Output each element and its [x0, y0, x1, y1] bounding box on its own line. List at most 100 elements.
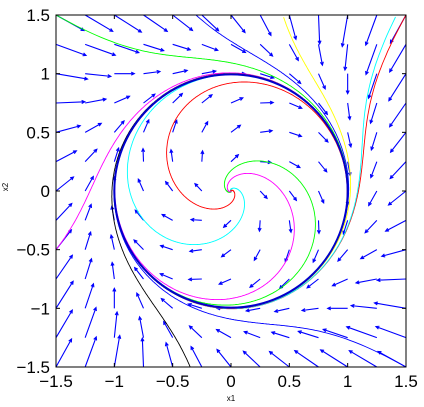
axis-ticks: −1.5 −1 −0.5 0 0.5 1 1.5 −1.5 −1 −0.5 0 0.5 1 1.5	[16, 6, 417, 391]
vector-arrow	[337, 249, 349, 262]
vector-arrow	[230, 153, 240, 163]
vector-arrow	[326, 306, 348, 311]
vector-arrow	[260, 100, 275, 105]
vector-arrow	[259, 43, 274, 57]
vector-arrow	[114, 95, 131, 104]
vector-arrow	[388, 102, 407, 128]
vector-arrow	[273, 307, 290, 313]
vector-arrow	[259, 14, 272, 37]
vector-arrow	[113, 334, 122, 368]
vector-arrow	[159, 244, 173, 251]
limit-cycle	[113, 73, 349, 309]
vector-arrow	[187, 277, 202, 282]
vector-arrow	[134, 209, 144, 221]
x-tick-label: −1.5	[39, 372, 73, 391]
vector-arrow	[260, 73, 275, 80]
vector-arrow	[380, 249, 407, 258]
vector-arrow	[137, 178, 145, 192]
vector-arrow	[343, 44, 349, 72]
vector-arrow	[374, 325, 407, 339]
vector-arrow	[249, 278, 261, 289]
vector-arrow	[368, 190, 378, 207]
vector-arrow	[389, 161, 407, 180]
vector-arrow	[55, 176, 75, 192]
vector-arrow	[278, 278, 290, 290]
vector-arrow	[141, 147, 146, 162]
vector-arrow	[143, 14, 169, 33]
vector-arrow	[187, 302, 202, 309]
vector-arrow	[365, 44, 378, 76]
vector-arrow	[289, 102, 303, 110]
vector-arrow	[317, 44, 324, 67]
vector-arrow	[114, 71, 136, 76]
vector-arrow	[172, 119, 178, 133]
trajectory	[113, 73, 407, 368]
vector-arrow	[143, 69, 162, 75]
vector-arrow	[84, 282, 95, 309]
vector-arrow	[159, 272, 173, 280]
vector-arrow	[369, 161, 378, 179]
y-tick-label: 1	[41, 65, 50, 84]
vector-arrow	[388, 73, 407, 102]
vector-arrow	[190, 345, 203, 368]
vector-arrow	[230, 43, 247, 54]
vector-arrow	[216, 348, 232, 368]
vector-arrow	[288, 14, 298, 41]
vector-arrow	[318, 161, 328, 173]
vector-arrow	[84, 257, 93, 280]
vector-arrow	[160, 213, 173, 221]
vector-arrow	[364, 219, 378, 234]
vector-arrow	[194, 182, 203, 192]
vector-arrow	[215, 328, 232, 339]
vector-arrow	[316, 220, 321, 235]
vector-arrow	[370, 132, 378, 152]
vector-arrow	[84, 335, 98, 368]
y-tick-label: 0.5	[26, 123, 50, 142]
vector-arrow	[306, 278, 319, 289]
vector-arrow	[172, 92, 184, 104]
vector-arrow	[55, 43, 88, 57]
vector-arrow	[114, 14, 143, 33]
vector-arrow	[138, 315, 145, 338]
trajectory	[113, 16, 396, 310]
vector-arrow	[113, 310, 119, 338]
vector-arrow	[354, 278, 377, 285]
vector-arrow	[289, 161, 302, 169]
vector-arrow	[318, 102, 329, 116]
vector-arrow	[345, 73, 350, 95]
vector-arrow	[55, 202, 73, 221]
vector-arrow	[55, 337, 73, 368]
vector-arrow	[110, 261, 115, 280]
y-tick-label: −0.5	[16, 241, 50, 260]
vector-arrow	[268, 350, 290, 368]
vector-arrow	[84, 14, 114, 32]
vector-arrow	[253, 249, 261, 262]
vector-arrow	[84, 230, 92, 250]
vector-arrow	[169, 148, 174, 162]
vector-arrow	[189, 217, 202, 222]
vector-arrow	[85, 97, 108, 104]
vector-arrow	[220, 249, 232, 258]
vector-arrow	[201, 69, 218, 75]
vector-arrow	[84, 122, 103, 133]
vector-arrow	[172, 14, 194, 32]
vector-arrow	[322, 328, 348, 339]
x-tick-label: −1	[105, 372, 124, 391]
vector-arrow	[318, 131, 329, 143]
vector-arrow	[109, 233, 115, 250]
vector-arrow	[133, 239, 144, 251]
vector-arrow	[257, 220, 262, 233]
x-tick-label: 0	[226, 372, 235, 391]
vector-arrow	[270, 331, 290, 339]
vector-arrow	[347, 102, 352, 121]
vector-arrow	[289, 131, 303, 138]
vector-arrow	[288, 190, 298, 202]
vector-arrow	[230, 14, 246, 34]
vector-arrow	[317, 73, 326, 91]
vector-arrow	[55, 99, 87, 104]
vector-arrow	[293, 349, 319, 368]
vector-arrow	[160, 297, 174, 309]
vector-arrow	[84, 175, 94, 192]
x-axis-label: x1	[227, 394, 236, 403]
